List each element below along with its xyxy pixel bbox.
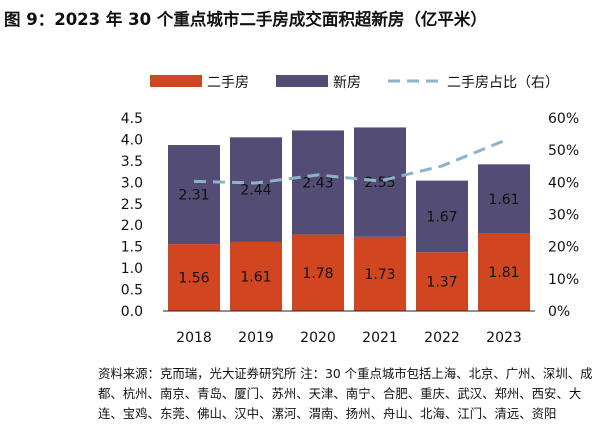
bar-new-home — [230, 137, 282, 242]
data-label: 2.43 — [302, 176, 333, 192]
bar-second-hand — [416, 252, 468, 311]
x-tick: 2020 — [300, 330, 336, 346]
y-tick-right: 60% — [548, 111, 579, 127]
bar-second-hand — [230, 241, 282, 311]
bar-new-home — [416, 180, 468, 253]
source-note: 资料来源：克而瑞，光大证券研究所 注：30 个重点城市包括上海、北京、广州、深圳… — [98, 366, 593, 421]
y-tick-left: 0.0 — [121, 304, 143, 320]
legend-swatch-second-hand — [150, 75, 202, 87]
bar-second-hand — [478, 233, 530, 311]
legend-label: 二手房占比（右） — [447, 75, 559, 91]
bar-second-hand — [354, 236, 406, 311]
y-tick-left: 2.0 — [121, 218, 143, 234]
legend-label: 新房 — [333, 75, 361, 91]
x-tick: 2022 — [424, 330, 460, 346]
bar-new-home — [168, 145, 220, 245]
y-tick-right: 20% — [548, 240, 579, 256]
chart-title: 图 9：2023 年 30 个重点城市二手房成交面积超新房（亿平米） — [4, 10, 487, 29]
data-label: 1.61 — [240, 269, 271, 285]
y-tick-left: 2.5 — [121, 197, 143, 213]
data-label: 1.73 — [364, 267, 395, 283]
y-tick-right: 10% — [548, 272, 579, 288]
y-tick-left: 4.0 — [121, 132, 143, 148]
data-label: 1.67 — [426, 209, 457, 225]
x-tick: 2018 — [176, 330, 212, 346]
line-second-hand-share — [193, 139, 505, 185]
y-tick-right: 50% — [548, 143, 579, 159]
y-tick-left: 0.5 — [121, 283, 143, 299]
data-label: 1.81 — [488, 265, 519, 281]
y-tick-right: 0% — [548, 304, 570, 320]
bar-new-home — [292, 130, 344, 235]
data-label: 1.61 — [488, 192, 519, 208]
y-tick-left: 1.5 — [121, 240, 143, 256]
x-tick: 2021 — [362, 330, 398, 346]
data-label: 1.37 — [426, 275, 457, 291]
legend-label: 二手房 — [207, 75, 249, 91]
y-tick-left: 3.5 — [121, 154, 143, 170]
data-label: 2.31 — [178, 188, 209, 204]
y-tick-left: 1.0 — [121, 261, 143, 277]
data-label: 1.78 — [302, 266, 333, 282]
bar-second-hand — [292, 234, 344, 311]
y-tick-right: 40% — [548, 175, 579, 191]
legend-swatch-new-home — [276, 75, 328, 87]
x-tick: 2023 — [486, 330, 522, 346]
x-tick: 2019 — [238, 330, 274, 346]
bar-new-home — [354, 127, 406, 237]
y-tick-right: 30% — [548, 208, 579, 224]
bar-second-hand — [168, 244, 220, 311]
y-tick-left: 3.0 — [121, 175, 143, 191]
bar-new-home — [478, 164, 530, 234]
data-label: 1.56 — [178, 271, 209, 287]
y-tick-left: 4.5 — [121, 111, 143, 127]
data-label: 2.44 — [240, 183, 271, 199]
